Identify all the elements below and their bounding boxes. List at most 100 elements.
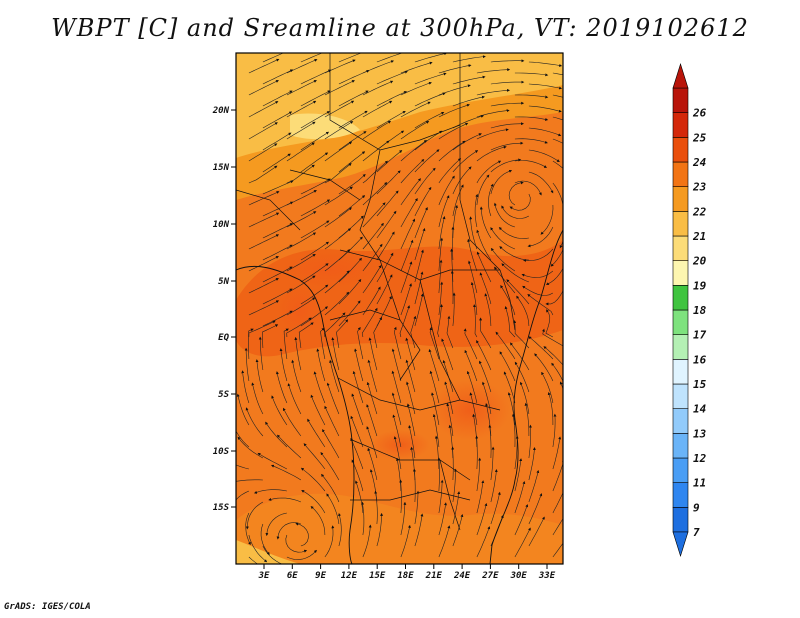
streamline	[248, 122, 278, 140]
streamline	[452, 55, 486, 63]
streamline	[291, 359, 302, 393]
streamline	[303, 443, 326, 470]
streamline	[300, 111, 330, 129]
streamline	[245, 407, 264, 437]
streamline	[490, 469, 498, 503]
streamline	[476, 160, 502, 184]
field-band-south	[236, 493, 563, 564]
streamline	[514, 480, 526, 514]
streamline	[248, 320, 276, 338]
streamline	[271, 464, 302, 481]
streamline	[545, 267, 563, 285]
streamline	[362, 100, 393, 118]
streamline	[490, 491, 501, 525]
streamline	[393, 436, 402, 470]
streamline	[437, 457, 441, 492]
warm-spot	[280, 252, 380, 288]
streamline	[490, 158, 522, 173]
streamline	[467, 238, 478, 272]
streamline	[438, 479, 444, 514]
streamline	[316, 348, 326, 382]
streamline	[241, 370, 250, 404]
streamline	[438, 122, 469, 140]
streamline	[400, 261, 413, 294]
colorbar-swatch	[672, 285, 689, 311]
streamline	[262, 223, 293, 239]
streamline	[268, 497, 302, 503]
streamline	[469, 216, 478, 250]
streamline	[400, 283, 412, 316]
streamline	[338, 131, 367, 151]
streamline	[262, 180, 294, 195]
streamline	[400, 239, 414, 272]
streamline	[438, 525, 451, 558]
streamline	[521, 270, 554, 278]
colorbar-swatch	[672, 235, 689, 261]
colorbar-swatch	[672, 507, 689, 533]
streamline	[499, 351, 516, 382]
streamline	[248, 212, 280, 228]
streamline	[567, 106, 597, 118]
streamline	[362, 202, 386, 228]
streamline	[552, 94, 563, 98]
streamline	[412, 468, 416, 503]
field-band-south-cool	[236, 540, 300, 564]
streamline	[476, 502, 488, 536]
streamline	[366, 381, 378, 415]
streamline	[567, 128, 595, 143]
streamline	[376, 53, 409, 63]
streamline	[338, 90, 369, 107]
streamline	[519, 381, 530, 415]
streamline	[514, 116, 549, 121]
streamline	[248, 556, 258, 564]
streamline	[523, 248, 554, 262]
streamline	[262, 153, 291, 173]
streamline	[373, 316, 382, 349]
streamline	[362, 120, 392, 140]
colorbar-swatch	[672, 309, 689, 335]
colorbar-swatch	[672, 359, 689, 385]
streamline	[262, 266, 293, 283]
streamline	[410, 315, 417, 349]
streamline	[414, 149, 440, 173]
streamline	[452, 292, 456, 327]
lon-label: 30E	[510, 571, 528, 581]
streamline	[528, 336, 554, 360]
streamline	[490, 141, 524, 151]
colorbar-swatch	[672, 383, 689, 409]
streamline	[452, 133, 482, 151]
streamline	[479, 317, 492, 349]
streamline	[253, 489, 287, 494]
streamline	[338, 300, 361, 327]
streamline	[414, 92, 446, 107]
streamline	[301, 490, 326, 514]
streamline	[567, 450, 579, 480]
streamline	[452, 468, 458, 503]
colorbar-label: 9	[693, 501, 700, 514]
streamline	[567, 172, 586, 198]
streamline	[294, 336, 302, 371]
streamline	[286, 142, 315, 162]
colorbar-label: 18	[693, 304, 707, 317]
streamline	[528, 516, 545, 547]
streamline	[490, 169, 513, 195]
streamline	[438, 502, 447, 536]
streamline	[400, 158, 425, 184]
streamline	[362, 160, 388, 184]
streamline	[547, 391, 554, 425]
streamline	[324, 270, 350, 294]
streamline	[236, 430, 250, 448]
streamline	[366, 404, 378, 437]
streamline	[362, 524, 372, 558]
streamline	[286, 317, 312, 338]
streamline	[374, 490, 378, 525]
streamline	[248, 58, 280, 74]
streamline	[300, 199, 331, 217]
streamline	[452, 491, 461, 525]
streamline	[352, 370, 364, 404]
streamline	[488, 183, 494, 217]
streamline	[362, 140, 390, 162]
streamline	[300, 131, 330, 151]
streamline	[362, 222, 384, 250]
streamline	[265, 421, 288, 448]
